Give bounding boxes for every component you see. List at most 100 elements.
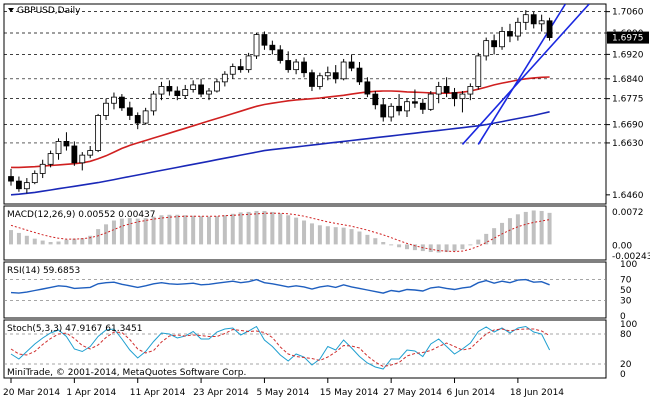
candle-body [8,176,14,182]
candle-body [364,81,371,95]
candle-body [499,31,505,48]
candle-body [142,110,149,124]
candle [111,92,117,110]
candle-body [126,107,133,116]
price-axis-label: 1.6775 [612,95,644,105]
candle [166,80,173,96]
candle-body [71,145,78,164]
current-price-badge [607,31,649,44]
candle-body [380,104,387,118]
candle-body [324,72,331,77]
price-axis-label: 1.6920 [612,50,644,60]
candle-body [522,14,529,23]
macd-histogram-bar [143,218,148,245]
macd-histogram-bar [444,244,449,253]
macd-histogram-bar [309,223,314,245]
candle [118,94,125,111]
time-axis-label: 20 Mar 2014 [3,388,60,398]
candle-body [55,141,62,155]
macd-histogram-bar [207,216,211,245]
candle [499,26,505,50]
candle [316,72,323,90]
candle-body [245,55,252,71]
macd-histogram-bar [405,244,409,250]
candle-body [293,61,300,71]
candle [324,66,331,81]
candle-body [95,115,102,151]
macd-histogram-bar [254,210,259,245]
macd-signal-line [10,212,550,253]
macd-histogram-bar [531,210,536,245]
macd-axis-label: 0.00 [612,241,632,251]
stoch-axis-label: 80 [620,330,632,340]
candle [530,11,537,29]
macd-histogram-bar [412,244,417,251]
macd-histogram-bar [214,216,219,245]
macd-histogram-bar [317,225,322,245]
macd-histogram-bar [56,241,61,245]
macd-histogram-bar [357,231,362,245]
candle [190,80,197,93]
macd-histogram-bar [278,213,283,245]
candle-body [31,173,38,184]
candle-body [166,86,173,92]
candle-body [356,67,363,83]
candle-body [134,115,141,124]
stoch-signal-line [10,328,550,368]
candle [269,40,276,55]
macd-histogram-bar [547,212,552,245]
candle [8,168,14,186]
candle [522,10,529,30]
macd-histogram-bar [127,218,132,245]
candle-body [111,96,117,104]
price-axis-label: 1.6460 [612,191,644,201]
candle-body [253,34,260,57]
rsi-axis-label: 70 [620,276,632,286]
macd-histogram-bar [523,211,528,245]
candle [142,107,149,125]
candle [459,91,466,113]
price-axis-label: 1.6630 [612,139,644,149]
candle-body [301,61,307,74]
candle-body [404,101,410,112]
candle [364,77,371,98]
candle [214,78,220,93]
candle [174,86,181,101]
candle [261,31,268,50]
candle-body [158,86,165,95]
candle-body [443,86,450,93]
macd-histogram-bar [64,239,69,245]
candle [483,37,490,61]
candle [419,98,426,114]
candle [277,45,284,64]
candle [467,83,474,101]
candle [182,84,189,99]
candle-body [412,101,418,104]
candle-body [47,153,54,165]
candle [546,17,553,41]
macd-histogram-bar [452,244,457,252]
candle-body [174,90,181,97]
price-axis-label: 1.7060 [612,8,644,18]
rsi-axis-label: 100 [620,260,637,270]
candle [348,54,355,72]
time-axis-label: 27 May 2014 [383,388,442,398]
macd-histogram-bar [40,240,45,245]
candle-body [348,61,355,69]
candle [538,14,545,32]
rsi-axis-label: 30 [620,296,632,306]
panel-frame-price [3,3,607,205]
candle [206,87,212,101]
candle [309,69,315,92]
candle-body [514,21,521,37]
rsi-axis-label: 50 [620,286,632,296]
candle [55,138,62,160]
macd-histogram-bar [262,210,267,245]
candle [293,58,300,75]
candle-body [546,20,553,38]
candle-body [16,180,22,190]
panel-frame-macd [3,205,607,261]
